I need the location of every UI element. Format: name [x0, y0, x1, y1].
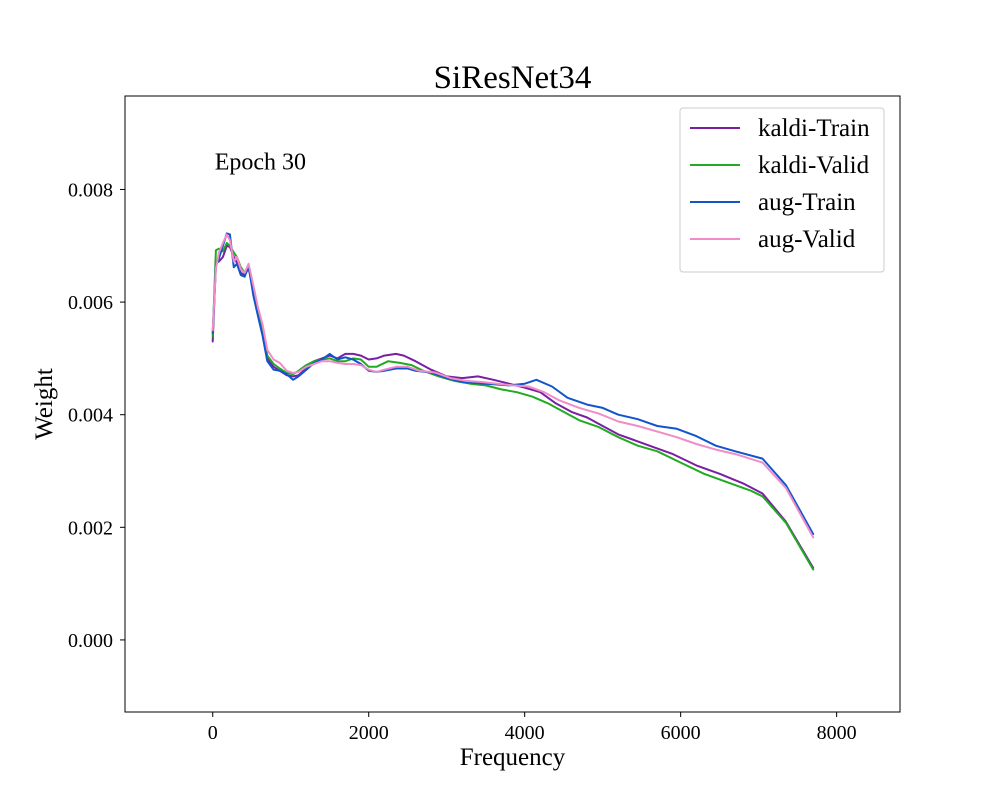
- series-layer: [211, 232, 815, 571]
- x-axis: 0 2000 4000 6000 8000: [208, 712, 857, 744]
- plot-area-frame: [124, 95, 901, 713]
- annotation-layer: Epoch 30: [215, 149, 306, 175]
- legend-label-kaldi-train: kaldi-Train: [758, 115, 870, 142]
- legend-label-kaldi-valid: kaldi-Valid: [758, 152, 870, 179]
- x-tick-label: 6000: [661, 722, 701, 744]
- y-axis-label: Weight: [31, 368, 58, 440]
- legend-label-aug-train: aug-Train: [758, 189, 856, 216]
- legend-box: [679, 107, 885, 273]
- legend: kaldi-Train kaldi-Valid aug-Train aug-Valid: [679, 107, 885, 273]
- y-axis: 0.000 0.002 0.004 0.006 0.008: [68, 179, 125, 652]
- y-tick-label: 0.004: [68, 405, 113, 427]
- series-line-aug-valid: [211, 233, 815, 539]
- x-tick-label: 0: [208, 722, 218, 744]
- y-tick-label: 0.000: [68, 630, 113, 652]
- y-tick-label: 0.002: [68, 517, 113, 539]
- x-tick-label: 2000: [349, 722, 389, 744]
- x-tick-label: 8000: [817, 722, 857, 744]
- legend-label-aug-valid: aug-Valid: [758, 226, 856, 253]
- annotation-text: Epoch 30: [215, 149, 306, 175]
- y-tick-label: 0.006: [68, 292, 113, 314]
- x-tick-label: 4000: [505, 722, 545, 744]
- chart-title: SiResNet34: [434, 60, 592, 96]
- y-tick-label: 0.008: [68, 179, 113, 201]
- x-axis-label: Frequency: [460, 744, 566, 771]
